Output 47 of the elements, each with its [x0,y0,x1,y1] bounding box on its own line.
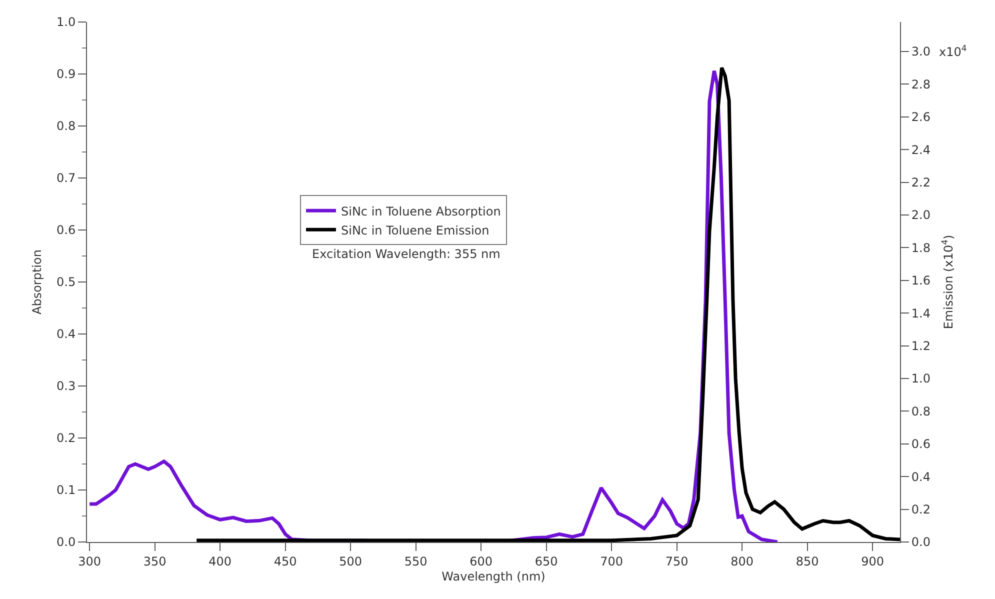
y-axis-title: Absorption [30,250,44,314]
y-tick-label: 0.6 [56,223,76,238]
y2-tick-label: 1.8 [911,240,930,255]
y2-tick-label: 1.2 [911,338,930,353]
x-tick-label: 450 [274,554,297,568]
x-axis-title: Wavelength (nm) [442,569,546,584]
y2-tick-label: 1.4 [911,306,930,320]
y-tick-label: 0.5 [56,275,76,290]
y-tick-label: 0.7 [56,171,76,186]
x-tick-label: 400 [208,554,232,568]
y-tick-label: 0.9 [56,67,76,82]
legend-label: SiNc in Toluene Emission [341,223,490,238]
x-tick-label: 500 [339,554,362,568]
legend-label: SiNc in Toluene Absorption [341,204,501,218]
y-tick-label: 1.0 [56,15,76,30]
y-tick-label: 0.3 [56,379,76,394]
y2-tick-label: 0.4 [911,470,930,484]
x-tick-label: 900 [861,554,884,568]
annotation: Excitation Wavelength: 355 nm [312,247,500,261]
y2-tick-label: 0.6 [911,437,930,452]
y2-tick-label: 3.0 [911,44,930,59]
x-tick-label: 300 [78,554,102,568]
y2-tick-label: 1.0 [911,372,930,386]
y2-tick-label: 1.6 [911,274,930,288]
text: x10$^{4}$ [939,43,967,60]
y-tick-label: 0.0 [56,535,76,550]
line-series [194,66,900,542]
y2-tick-label: 2.2 [911,175,930,190]
x-tick-label: 700 [600,554,624,568]
x-tick-label: 600 [470,554,493,568]
y-tick-label: 0.4 [56,327,76,342]
y2-tick-label: 2.6 [911,110,930,124]
x-tick-label: 850 [796,554,819,568]
x-tick-label: 550 [404,554,428,568]
y-tick-label: 0.1 [56,483,76,498]
x-tick-label: 650 [534,554,558,568]
x-tick-label: 800 [730,554,754,568]
x-tick-label: 750 [665,554,688,568]
y-tick-label: 0.8 [56,119,76,134]
y2-tick-label: 0.8 [911,404,930,418]
y2-tick-label: 2.8 [911,77,930,92]
y2-tick-label: 2.4 [911,142,930,157]
y2-tick-label: 0.0 [911,535,930,550]
y-tick-label: 0.2 [56,431,76,446]
y2-tick-label: 0.2 [911,502,930,516]
x-tick-label: 350 [143,554,166,568]
y2-tick-label: 2.0 [911,208,930,222]
